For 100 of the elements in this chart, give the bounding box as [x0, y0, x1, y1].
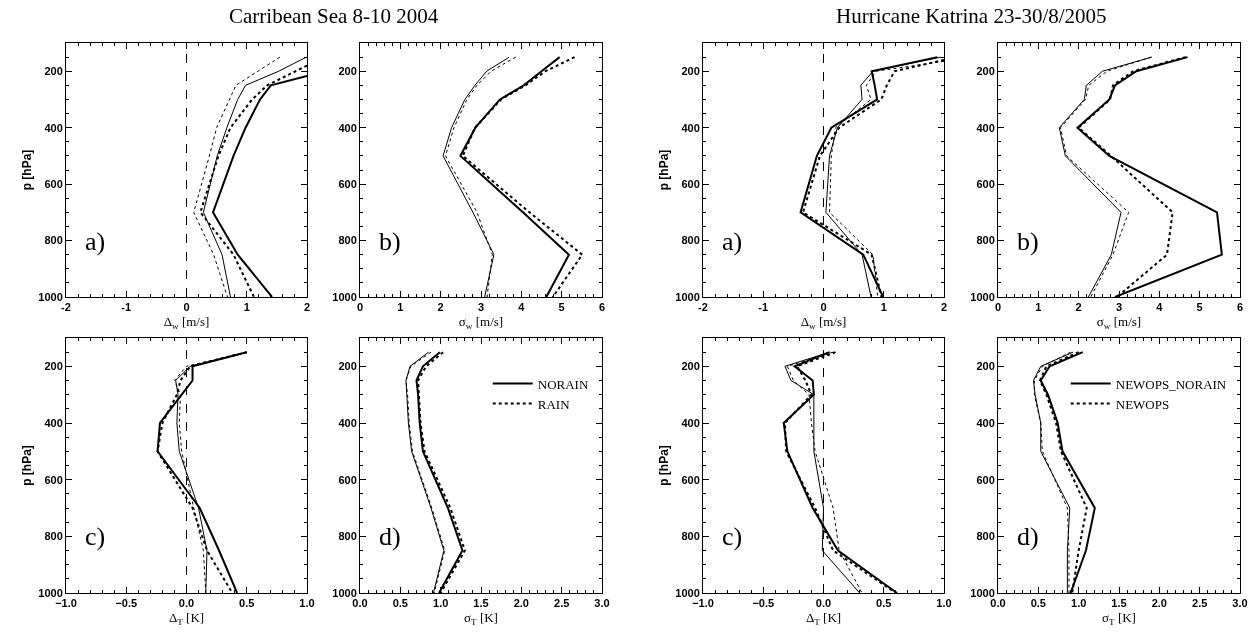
y-axis-title: p [hPa]: [19, 445, 34, 486]
x-tick-label: -2: [698, 301, 708, 314]
y-tick-label: 1000: [332, 290, 357, 303]
annotation: b): [379, 227, 401, 256]
x-tick-label: 2.5: [1192, 597, 1208, 610]
x-tick-label: 6: [598, 301, 606, 314]
x-tick-label: 1: [243, 301, 250, 314]
x-axis-title: Δ$_{T}$ [K]: [168, 609, 205, 627]
x-tick-label: 0: [356, 301, 364, 314]
x-tick-label: −1.0: [692, 597, 714, 610]
y-tick-label: 800: [976, 234, 995, 247]
x-tick-label: 5: [1196, 301, 1203, 314]
y-tick-label: 200: [44, 65, 63, 78]
x-tick-label: 0: [820, 301, 827, 314]
x-tick-label: 0.0: [815, 597, 832, 610]
annotation: a): [722, 227, 743, 256]
chart-title: Carribean Sea 8-10 2004: [229, 4, 439, 28]
x-tick-label: -1: [121, 301, 132, 314]
y-axis-title: p [hPa]: [656, 445, 671, 486]
y-tick-label: 800: [44, 530, 63, 543]
x-tick-label: 0.0: [352, 597, 368, 610]
x-tick-label: 1.0: [936, 597, 952, 610]
x-tick-label: 0: [994, 301, 1002, 314]
x-tick-label: −1.0: [55, 597, 77, 610]
annotation: d): [1017, 522, 1039, 551]
x-tick-label: 2: [437, 301, 444, 314]
y-tick-label: 200: [976, 65, 995, 78]
y-tick-label: 600: [338, 473, 357, 486]
y-tick-label: 600: [338, 177, 357, 190]
x-tick-label: 1.5: [473, 597, 489, 610]
x-axis-title: Δ$_{w}$ [m/s]: [800, 313, 847, 331]
x-axis-title: σ$_{T}$ [K]: [1102, 609, 1136, 627]
y-tick-label: 600: [976, 473, 995, 486]
x-axis-title: σ$_{w}$ [m/s]: [458, 313, 504, 331]
x-tick-label: 4: [1156, 301, 1164, 314]
y-tick-label: 600: [44, 473, 63, 486]
x-tick-label: 1: [1035, 301, 1042, 314]
chart-title: Hurricane Katrina 23-30/8/2005: [836, 4, 1107, 28]
x-tick-label: 1.0: [299, 597, 315, 610]
x-tick-label: −0.5: [115, 597, 138, 610]
y-tick-label: 800: [338, 234, 357, 247]
y-tick-label: 400: [976, 121, 995, 134]
x-tick-label: 3.0: [1232, 597, 1248, 610]
x-tick-label: 1.0: [1071, 597, 1087, 610]
x-tick-label: 3.0: [594, 597, 610, 610]
y-tick-label: 600: [681, 473, 700, 486]
y-axis-title: p [hPa]: [656, 149, 671, 191]
y-tick-label: 200: [44, 360, 63, 373]
x-tick-label: 6: [1236, 301, 1244, 314]
y-tick-label: 1000: [970, 586, 995, 599]
y-tick-label: 1000: [38, 586, 63, 599]
x-tick-label: 2.0: [1151, 597, 1167, 610]
legend-label: NEWOPS_NORAIN: [1115, 376, 1227, 392]
y-tick-label: 200: [976, 360, 995, 373]
x-tick-label: 1: [397, 301, 404, 314]
y-tick-label: 400: [976, 416, 995, 429]
x-tick-label: 1.0: [433, 597, 449, 610]
x-tick-label: 3: [477, 301, 485, 314]
y-tick-label: 600: [681, 177, 700, 190]
x-axis-title: σ$_{T}$ [K]: [464, 609, 498, 627]
y-tick-label: 1000: [38, 290, 63, 303]
x-tick-label: 5: [558, 301, 565, 314]
y-tick-label: 400: [681, 121, 700, 134]
y-tick-label: 400: [44, 121, 63, 134]
x-tick-label: 0.5: [392, 597, 408, 610]
annotation: d): [379, 522, 401, 551]
y-tick-label: 600: [976, 177, 995, 190]
y-tick-label: 1000: [332, 586, 357, 599]
x-tick-label: 1: [880, 301, 887, 314]
x-tick-label: 0.0: [990, 597, 1006, 610]
y-tick-label: 800: [976, 530, 995, 543]
y-tick-label: 400: [44, 416, 63, 429]
legend-label: NEWOPS: [1115, 396, 1170, 412]
y-tick-label: 800: [681, 530, 700, 543]
x-axis-title: Δ$_{T}$ [K]: [805, 609, 842, 627]
x-tick-label: 0.0: [178, 597, 195, 610]
y-tick-label: 800: [681, 234, 700, 247]
x-axis-title: σ$_{w}$ [m/s]: [1096, 313, 1142, 331]
y-tick-label: 400: [338, 416, 357, 429]
annotation: a): [85, 227, 106, 256]
x-tick-label: 4: [518, 301, 526, 314]
y-axis-title: p [hPa]: [19, 149, 34, 191]
y-tick-label: 800: [44, 234, 63, 247]
annotation: b): [1017, 227, 1039, 256]
y-tick-label: 400: [681, 416, 700, 429]
x-tick-label: 0.5: [1030, 597, 1046, 610]
y-tick-label: 200: [338, 360, 357, 373]
x-tick-label: -2: [61, 301, 71, 314]
x-tick-label: 0.5: [239, 597, 255, 610]
y-tick-label: 200: [338, 65, 357, 78]
y-tick-label: 800: [338, 530, 357, 543]
x-tick-label: 2.0: [513, 597, 529, 610]
y-tick-label: 1000: [675, 290, 700, 303]
x-tick-label: 2.5: [554, 597, 570, 610]
x-tick-label: 2: [303, 301, 311, 314]
y-tick-label: 200: [681, 65, 700, 78]
x-tick-label: 1.5: [1111, 597, 1127, 610]
legend-label: RAIN: [537, 396, 571, 412]
x-tick-label: 2: [1075, 301, 1082, 314]
y-tick-label: 600: [44, 177, 63, 190]
